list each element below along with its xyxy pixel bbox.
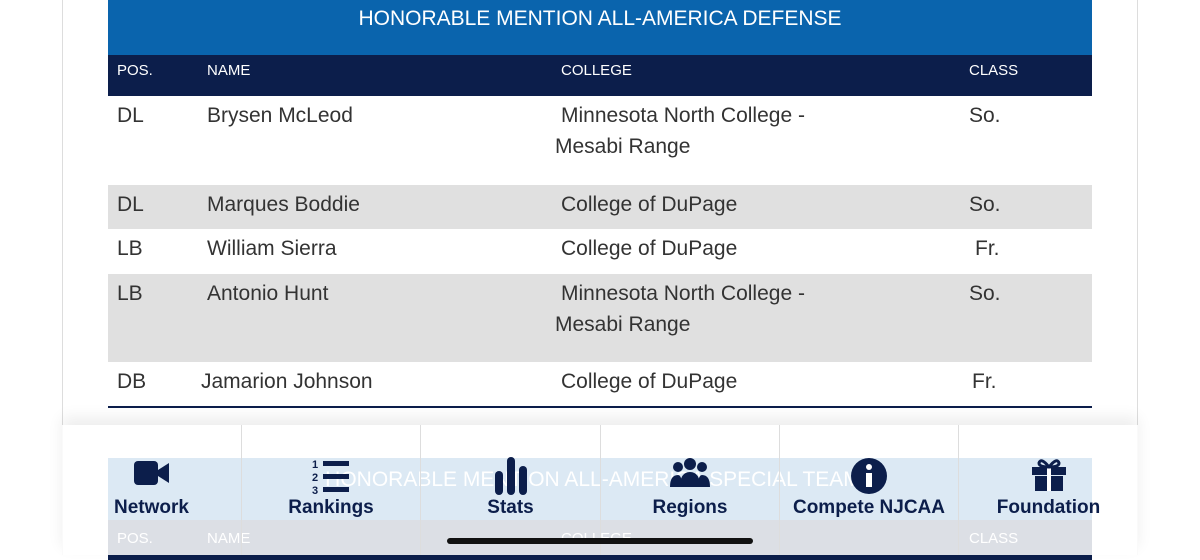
nav-label: Rankings [288, 497, 374, 518]
college: Minnesota North College - Mesabi Range [555, 282, 805, 336]
nav-item[interactable]: 1 2 3 Rankings [241, 425, 420, 555]
table-row: LB William Sierra College of DuPage Fr. [108, 229, 1092, 274]
position: LB [117, 237, 143, 260]
nav-label: Network [114, 497, 189, 518]
table-row: DB Jamarion Johnson College of DuPage Fr. [108, 362, 1092, 407]
column-header: NAME [207, 62, 251, 79]
svg-text:3: 3 [312, 485, 318, 495]
column-header: COLLEGE [561, 62, 632, 79]
class: Fr. [975, 237, 1000, 260]
class: So. [969, 282, 1001, 305]
class: So. [969, 104, 1001, 127]
position: DL [117, 193, 144, 216]
nav-item[interactable]: Stats [420, 425, 600, 555]
table-title: HONORABLE MENTION ALL-AMERICA DEFENSE [108, 0, 1092, 55]
name: Antonio Hunt [207, 282, 329, 305]
nav-label: Compete NJCAA [792, 497, 946, 518]
class: Fr. [972, 370, 997, 393]
column-header: CLASS [969, 62, 1019, 79]
nav-item[interactable]: Network [62, 425, 241, 555]
table-row: DL Brysen McLeod Minnesota North College -… [108, 96, 1092, 185]
nav-icon: 123 [312, 459, 349, 495]
table-row: LB Antonio Hunt Minnesota North College - … [108, 274, 1092, 362]
position: DL [117, 104, 144, 127]
nav-icon [670, 458, 710, 487]
name: William Sierra [207, 237, 337, 260]
nav-item[interactable]: Compete NJCAA [779, 425, 958, 555]
table-bottom-line [108, 406, 1092, 408]
college: College of DuPage [561, 370, 738, 393]
bottom-nav: Network 1 2 3 Rankings Stats Regions Compete NJ… [62, 425, 1138, 555]
nav-label: Stats [487, 497, 534, 518]
position: DB [117, 370, 147, 393]
name: Brysen McLeod [207, 104, 353, 127]
table-header: POS. NAME COLLEGE CLASS [108, 55, 1092, 96]
name: Marques Boddie [207, 193, 360, 216]
nav-icon [1031, 459, 1066, 491]
home-indicator [447, 538, 753, 544]
college: Minnesota North College - Mesabi Range [555, 104, 805, 158]
nav-icon [494, 457, 527, 495]
college: College of DuPage [561, 237, 738, 260]
svg-text:1: 1 [312, 459, 318, 471]
nav-label: Foundation [996, 497, 1101, 518]
svg-text:2: 2 [312, 472, 318, 484]
class: So. [969, 193, 1001, 216]
table-row: DL Marques Boddie College of DuPage So. [108, 185, 1092, 229]
college: College of DuPage [561, 193, 738, 216]
column-header: POS. [117, 62, 153, 79]
nav-label: Regions [652, 497, 728, 518]
content-frame [62, 0, 1138, 555]
nav-icon [133, 461, 169, 485]
name: Jamarion Johnson [201, 370, 373, 393]
nav-icon [851, 458, 887, 494]
nav-item[interactable]: Foundation [958, 425, 1138, 555]
position: LB [117, 282, 143, 305]
nav-item[interactable]: Regions [600, 425, 779, 555]
